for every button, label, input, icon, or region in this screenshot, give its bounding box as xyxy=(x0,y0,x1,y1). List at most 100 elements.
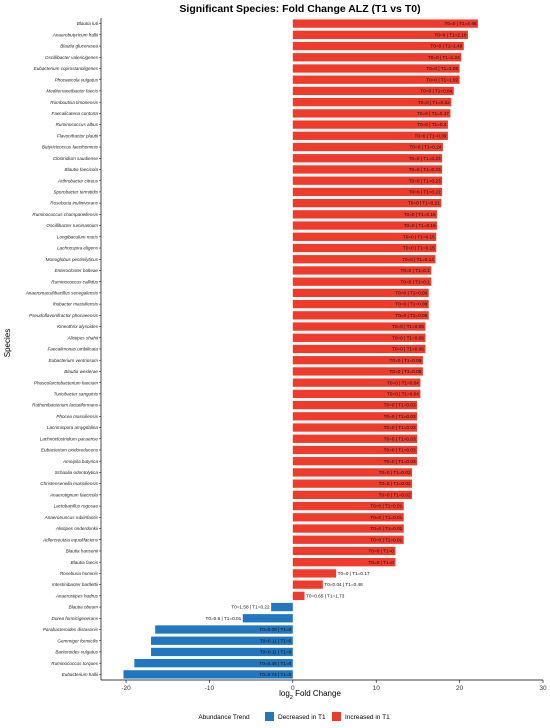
bar xyxy=(292,142,443,152)
data-label: T0=0 | T1=0.14 xyxy=(402,257,434,262)
bar xyxy=(292,154,443,163)
data-label: T0=0 | T1=0.47 xyxy=(417,111,449,116)
bar xyxy=(292,120,448,129)
category-label: Faecalimonas umbilicata xyxy=(47,347,98,352)
data-label: T0=0 | T1=0.08 xyxy=(395,302,427,307)
bar xyxy=(292,569,337,578)
category-label: Alistipes shahii xyxy=(67,335,99,340)
data-label: T0=0 | T1=2.16 xyxy=(435,32,467,37)
data-label: T0=0.04 | T1=0.48 xyxy=(324,582,363,587)
category-label: Anaerobutyricum hallii xyxy=(52,32,99,37)
category-label: Schaalia odontolytica xyxy=(55,470,99,475)
data-label: T0=0 | T1=0.08 xyxy=(395,290,427,295)
bar xyxy=(292,255,436,264)
data-label: T0=0.6 | T1=0.01 xyxy=(205,616,241,621)
category-label: Intestinibacter bartlettii xyxy=(52,582,99,587)
bar xyxy=(292,243,437,253)
bar xyxy=(292,333,426,342)
bar xyxy=(292,356,423,365)
category-label: Arthrobacter citreus xyxy=(57,178,99,183)
data-label: T0=0 | T1=0.23 xyxy=(409,167,441,172)
category-label: Gemmiger formicilis xyxy=(57,638,98,643)
bar xyxy=(292,445,418,455)
bar xyxy=(292,210,438,219)
data-label: T0=0 | T1=0.08 xyxy=(395,313,427,318)
bar xyxy=(292,266,432,275)
data-label: T0=0 | T1=0.17 xyxy=(338,571,370,576)
x-ticks: -20 -10 0 10 20 30 xyxy=(121,680,547,692)
data-label: T0=0 | T1=0.01 xyxy=(370,537,402,542)
data-label: T0=0 | T1=0.02 xyxy=(379,492,411,497)
bar xyxy=(292,19,478,28)
bar xyxy=(292,490,413,500)
bar xyxy=(151,647,293,657)
category-label: Phocaeicola vulgatus xyxy=(55,77,99,82)
data-label: T0=0 | T1=0.4 xyxy=(417,122,447,127)
bar xyxy=(292,546,396,556)
data-label: T0=0 | T1=0.06 xyxy=(392,335,424,340)
category-label: Oscillibacter ruminantium xyxy=(46,223,98,228)
data-label: T0=0 | T1=0.1 xyxy=(400,268,430,273)
legend-title: Abundance Trend xyxy=(198,714,250,721)
data-label: T0=0 | T1=0.03 xyxy=(384,414,416,419)
data-label: T0=0 | T1=0 xyxy=(369,549,395,554)
bar xyxy=(134,659,293,668)
category-label: Romboutsia timonensis xyxy=(50,100,98,105)
bar xyxy=(155,625,293,634)
bar xyxy=(292,322,426,331)
category-label: Clostridium saudiense xyxy=(53,156,99,161)
category-label: Kineothrix alysoides xyxy=(57,324,99,329)
data-label: T0=0 | T1=0.15 xyxy=(403,234,435,239)
category-label: Blautia obeum xyxy=(69,605,99,610)
bar xyxy=(292,165,443,174)
bar xyxy=(271,602,293,612)
bar xyxy=(292,288,429,298)
category-label: Amnipila butyrica xyxy=(62,459,98,464)
category-label: Phascolarctobacterium faecium xyxy=(34,380,98,385)
category-label: Lachnospira eligens xyxy=(57,246,99,251)
data-label: T0=0 | T1=1.02 xyxy=(426,77,458,82)
data-label: T0=0.65 | T1=1.73 xyxy=(306,593,345,598)
category-label: Roseburia inulinivorans xyxy=(50,201,98,206)
legend-swatch xyxy=(332,712,341,721)
category-label: Blautia luti xyxy=(77,21,99,26)
data-label: T0=0 | T1=1.48 xyxy=(430,44,462,49)
bars-group xyxy=(123,19,478,679)
bar xyxy=(292,277,432,286)
category-label: Alistipes onderdonkii xyxy=(55,526,99,531)
category-label: Pseudoflavonifractor phocaeensis xyxy=(29,313,99,318)
category-label: Turicibacter sanguinis xyxy=(54,391,99,396)
bar xyxy=(292,457,418,466)
category-label: Lachnoclostridium pacaense xyxy=(40,436,99,441)
data-label: T0=0 | T1=1.08 xyxy=(426,66,458,71)
bar xyxy=(292,109,451,118)
bar xyxy=(292,367,423,376)
data-label: T0=0.09 | T1=0 xyxy=(259,627,291,632)
bar xyxy=(292,535,404,544)
legend-label: Increased in T1 xyxy=(345,714,390,721)
data-label: T0=0 | T1=0.01 xyxy=(370,504,402,509)
data-label: T0=0 | T1=0.24 xyxy=(410,145,442,150)
category-label: Anaeromassilibacillus senegalensis xyxy=(25,290,99,295)
data-label: T0=0 | T1=1.24 xyxy=(428,55,460,60)
category-label: Anaerotruncus rubiinfantis xyxy=(44,515,99,520)
bar xyxy=(292,98,452,107)
x-tick-label: -20 xyxy=(121,685,131,692)
bar xyxy=(292,221,438,230)
category-label: Flavonifractor plautii xyxy=(57,133,99,138)
category-label: Blautia hansenii xyxy=(66,549,99,554)
category-label: Blautia glucerasea xyxy=(60,44,98,49)
bar xyxy=(292,580,323,589)
category-label: Eubacterium oxidoreducens xyxy=(41,448,99,453)
data-label: T0=0 | T1=0.03 xyxy=(384,403,416,408)
bar xyxy=(292,30,468,39)
bar xyxy=(292,524,404,533)
bar xyxy=(292,41,464,51)
bar xyxy=(292,412,418,421)
data-label: T0=1.58 | T1=0.22 xyxy=(231,605,270,610)
data-label: T0=0 | T1=0.06 xyxy=(392,324,424,329)
bar xyxy=(292,344,426,354)
category-label: Butyricicoccus faecihominis xyxy=(42,145,99,150)
category-label: Ihubacter massiliensis xyxy=(53,302,99,307)
